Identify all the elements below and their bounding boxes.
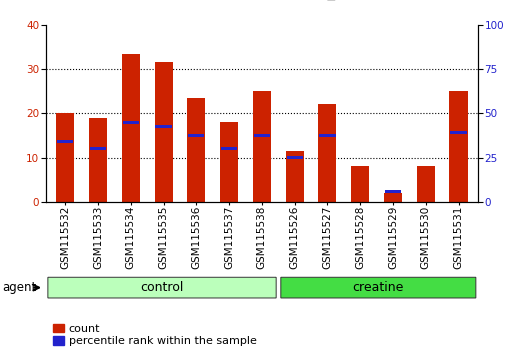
Bar xyxy=(57,140,73,143)
FancyBboxPatch shape xyxy=(48,277,276,298)
Legend: count, percentile rank within the sample: count, percentile rank within the sample xyxy=(51,321,259,348)
Text: creatine: creatine xyxy=(352,281,403,294)
Bar xyxy=(318,104,336,202)
Text: agent: agent xyxy=(2,281,36,294)
Bar xyxy=(122,121,138,124)
FancyBboxPatch shape xyxy=(280,277,475,298)
Bar xyxy=(350,166,369,202)
Bar xyxy=(383,193,401,202)
Bar xyxy=(416,166,434,202)
Bar xyxy=(220,122,238,202)
Bar xyxy=(187,98,205,202)
Bar xyxy=(155,125,171,128)
Bar xyxy=(56,113,74,202)
Bar xyxy=(384,190,400,193)
Bar xyxy=(286,156,302,159)
Text: control: control xyxy=(140,281,183,294)
Bar xyxy=(122,53,139,202)
Bar xyxy=(89,118,107,202)
Bar xyxy=(285,151,303,202)
Bar xyxy=(221,147,237,150)
Bar xyxy=(448,91,467,202)
Bar xyxy=(449,131,466,134)
Bar xyxy=(154,62,172,202)
Bar xyxy=(252,91,270,202)
Bar xyxy=(253,134,270,137)
Bar xyxy=(319,134,335,137)
Bar xyxy=(90,147,106,150)
Bar xyxy=(188,134,204,137)
